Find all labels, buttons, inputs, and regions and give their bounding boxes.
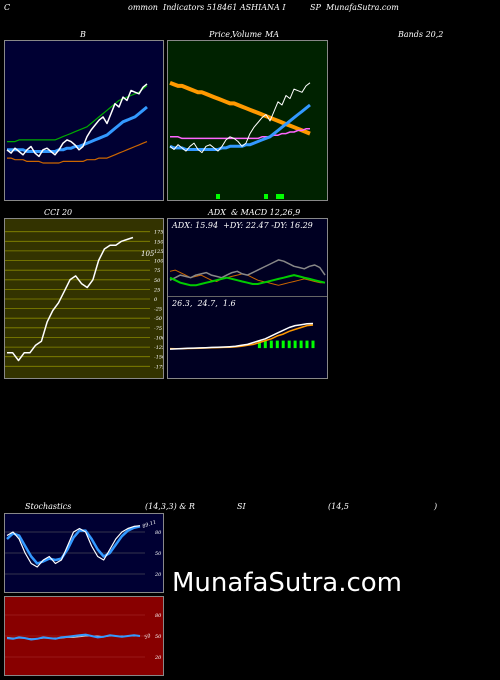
adx-plus-di-line <box>169 259 326 281</box>
header-left: C <box>4 3 11 12</box>
macd-histogram-bar <box>287 340 291 349</box>
stoch-value-label: 89.11 <box>142 519 158 530</box>
adx-line <box>169 274 326 287</box>
macd-histogram-bar <box>263 340 267 349</box>
ma-volume-bar <box>264 194 268 199</box>
stoch-tick-label: 80 <box>155 530 162 536</box>
macd-histogram-bar <box>281 340 285 349</box>
macd-histogram-bar <box>257 340 261 349</box>
macd-histogram-bar <box>311 340 315 349</box>
cci-tick-label: -25 <box>154 307 162 313</box>
stoch-title: Stochastics <box>25 502 72 511</box>
adx-macd-divider <box>168 296 327 297</box>
ma-panel <box>167 40 328 201</box>
header-right: SP MunafaSutra.com <box>310 3 399 12</box>
cci-tick-label: 100 <box>154 259 163 265</box>
bb-price-line <box>6 83 148 158</box>
cci-tick-label: 125 <box>154 249 163 255</box>
adx-chart <box>169 259 326 287</box>
stochastics-chart: 80 50 20 89.11 <box>5 519 162 578</box>
adx-title: ADX & MACD 12,26,9 <box>208 208 301 217</box>
adx-macd-panel: ADX: 15.94 +DY: 22.47 -DY: 16.29 26.3, 2… <box>167 218 328 379</box>
ma-long-line <box>169 80 311 136</box>
cci-value-label: 105 <box>141 250 155 258</box>
bollinger-panel <box>4 40 164 201</box>
ma-title: MA <box>265 30 279 39</box>
macd-readout: 26.3, 24.7, 1.6 <box>172 299 236 308</box>
macd-histogram-bar <box>305 340 309 349</box>
cci-tick-label: -100 <box>154 336 163 342</box>
cci-tick-label: 50 <box>154 278 161 284</box>
cci-tick-label: -175 <box>154 364 163 370</box>
rsi-panel: 80 50 20 50 <box>4 596 164 676</box>
stoch-tick-label: 20 <box>154 572 162 578</box>
stoch-k-line <box>6 525 141 568</box>
price-title: Price, <box>209 30 233 39</box>
stoch-tick-label: 50 <box>155 551 162 557</box>
macd-line <box>169 322 314 350</box>
cci-tick-label: -50 <box>154 316 163 322</box>
rsi-params: (14,5 <box>328 502 349 511</box>
cci-chart: 175 150 125 100 75 50 25 0 -25 -50 -75 -100 -125 -150… <box>5 230 163 370</box>
macd-histogram-bar <box>293 340 297 349</box>
ma-chart <box>169 80 311 199</box>
si-title: SI <box>237 502 246 511</box>
bb-upper-band-line <box>7 85 148 143</box>
bollinger-chart <box>6 83 148 164</box>
cci-tick-label: -75 <box>154 326 162 332</box>
rsi-chart: 80 50 20 50 <box>5 613 162 661</box>
ma-volume-bar <box>276 194 280 199</box>
cci-title: CCI 20 <box>44 208 73 217</box>
cci-tick-label: 25 <box>153 287 160 293</box>
cci-tick-label: 175 <box>154 230 163 236</box>
rsi-value-label: 50 <box>144 633 153 641</box>
macd-histogram-bar <box>299 340 303 349</box>
macd-histogram-bar <box>269 340 273 349</box>
rsi-tick-label: 50 <box>155 634 162 640</box>
cci-panel: 175 150 125 100 75 50 25 0 -25 -50 -75 -100 -125 -150… <box>4 218 164 379</box>
rsi-tick-label: 20 <box>154 655 162 661</box>
bb-title: B <box>80 30 86 39</box>
ma-volume-bar <box>280 194 284 199</box>
cci-line <box>7 236 134 362</box>
cci-tick-label: 75 <box>154 268 160 274</box>
stochastics-panel: 80 50 20 89.11 <box>4 513 164 593</box>
header-middle: ommon Indicators 518461 ASHIANA I <box>128 3 286 12</box>
cci-tick-label: 0 <box>154 297 158 303</box>
close-paren: ) <box>434 502 438 511</box>
ma-mid-line <box>170 128 310 140</box>
macd-chart <box>169 322 315 350</box>
bands-title: Bands 20,2 <box>398 30 444 39</box>
rsi-line <box>6 633 141 641</box>
adx-readout: ADX: 15.94 +DY: 22.47 -DY: 16.29 <box>172 221 313 230</box>
ma-volume-bar <box>216 194 220 199</box>
stoch-d-line <box>6 525 141 565</box>
ma-price-line <box>169 82 311 154</box>
cci-tick-label: -125 <box>154 345 163 351</box>
stoch-params: (14,3,3) & R <box>145 502 195 511</box>
cci-tick-label: -150 <box>154 355 163 361</box>
volume-title: Volume <box>232 30 262 39</box>
bb-lower-band-line <box>7 141 148 164</box>
macd-histogram-bar <box>275 340 279 349</box>
ma-short-line <box>169 103 311 151</box>
bb-middle-band-line <box>7 105 148 153</box>
rsi-tick-label: 80 <box>155 613 162 619</box>
cci-tick-label: 150 <box>154 239 163 245</box>
watermark: MunafaSutra.com <box>172 568 403 598</box>
